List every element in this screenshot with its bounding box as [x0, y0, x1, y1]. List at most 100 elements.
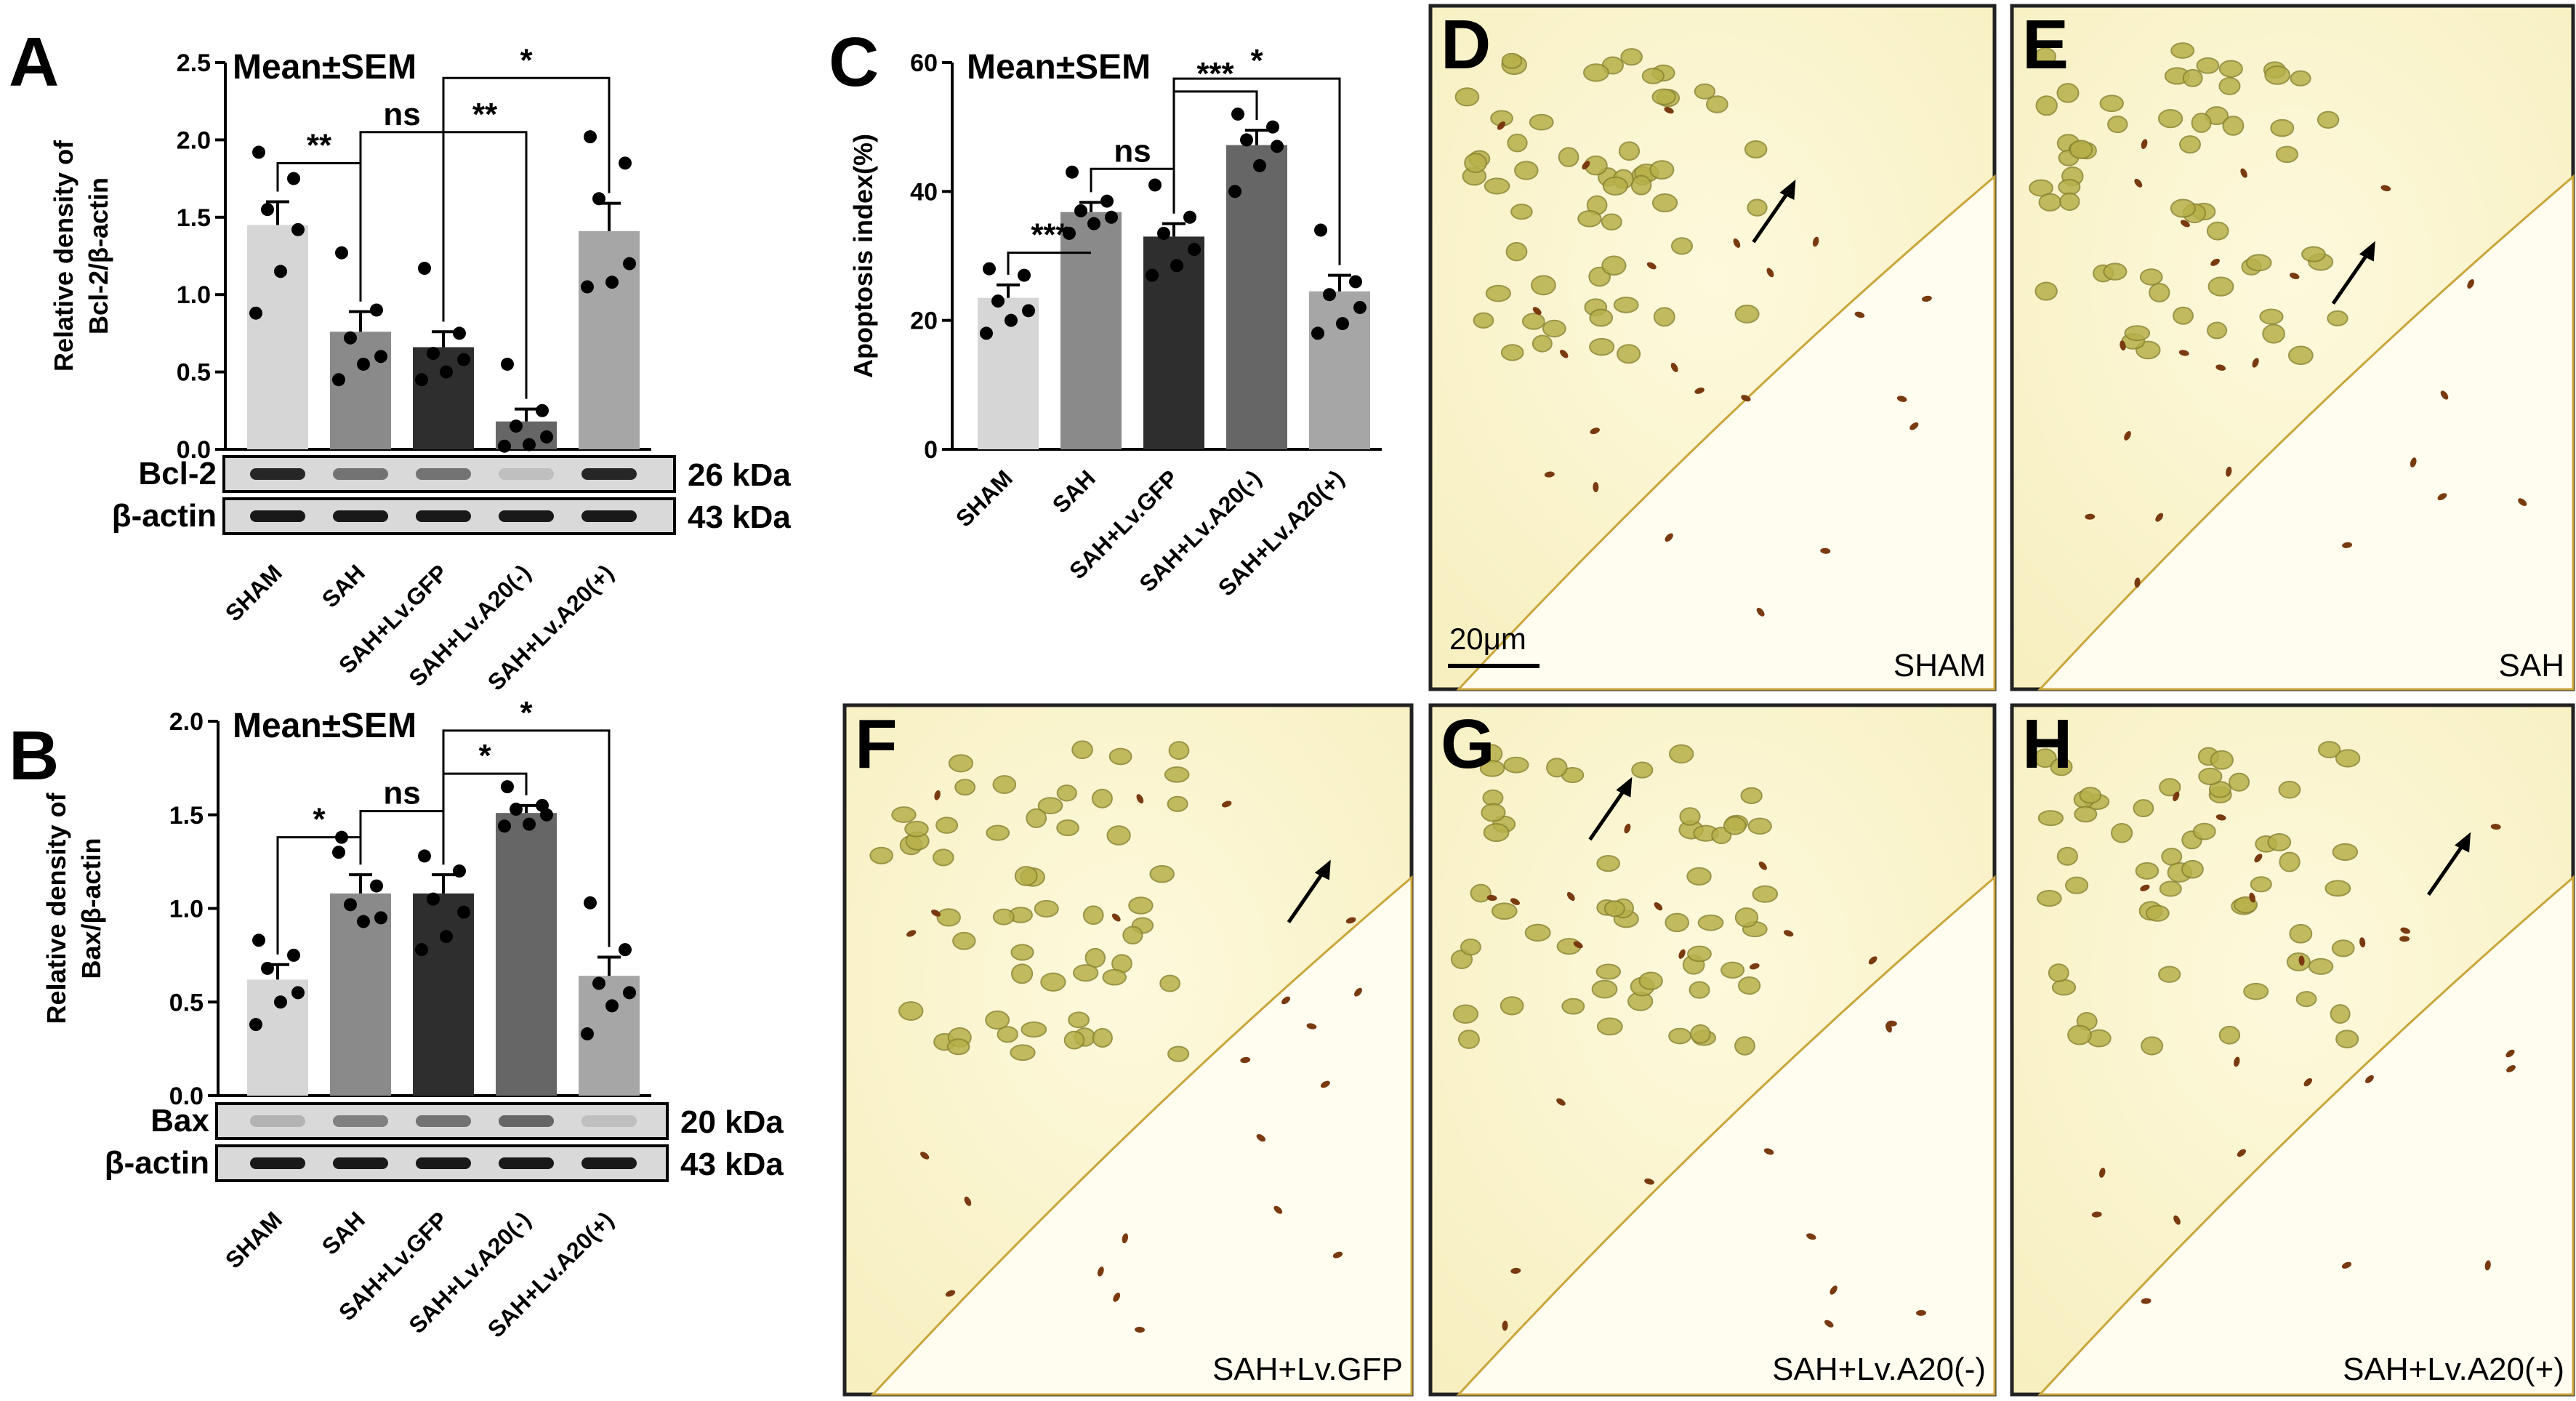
data-point	[1349, 275, 1362, 289]
apoptotic-cell	[1136, 794, 1144, 804]
data-point	[592, 976, 605, 990]
apoptotic-cell	[1532, 307, 1542, 316]
nucleus	[891, 806, 917, 823]
nucleus	[1026, 808, 1047, 828]
apoptotic-cell	[2505, 1049, 2515, 1058]
apoptotic-cell	[1824, 1320, 1834, 1328]
nucleus	[1167, 795, 1188, 812]
significance-label: *	[520, 42, 533, 78]
nucleus	[1010, 963, 1034, 984]
arrow-head	[1779, 180, 1796, 200]
data-point	[1157, 226, 1170, 240]
apoptotic-cell	[1654, 902, 1663, 911]
nucleus	[1491, 902, 1518, 920]
significance-label: ns	[383, 776, 420, 811]
nucleus	[2331, 939, 2355, 958]
scale-bar-label: 20μm	[1449, 622, 1526, 656]
data-point	[1183, 210, 1196, 224]
nucleus	[2327, 310, 2348, 326]
significance-label: *	[478, 738, 491, 774]
data-point	[291, 986, 305, 1000]
y-axis-label: Apoptosis index(%)	[848, 134, 878, 378]
nucleus	[904, 820, 929, 838]
scale-bar: 20μm	[1448, 622, 1539, 668]
significance-bracket	[1090, 167, 1175, 214]
data-point	[440, 930, 453, 944]
nucleus	[2308, 958, 2334, 975]
nucleus	[2124, 325, 2151, 342]
blot-band	[416, 510, 471, 522]
nucleus	[1577, 209, 1602, 228]
nucleus	[2289, 923, 2313, 944]
data-point	[581, 280, 594, 294]
y-tick-label: 2.5	[177, 49, 211, 77]
bar	[413, 893, 474, 1096]
nucleus	[1697, 914, 1724, 931]
nucleus	[1164, 766, 1190, 783]
apoptotic-cell	[2303, 1077, 2313, 1087]
apoptotic-cell	[1544, 471, 1555, 478]
nucleus	[2170, 42, 2195, 59]
apoptotic-cell	[1896, 396, 1907, 402]
apoptotic-cell	[2341, 1261, 2352, 1269]
nucleus	[2259, 308, 2284, 325]
nucleus	[2074, 806, 2098, 823]
panel-letter-h: H	[2022, 705, 2072, 783]
data-point	[274, 995, 287, 1009]
nucleus	[2207, 276, 2234, 297]
data-point	[581, 1027, 594, 1041]
nucleus	[985, 1010, 1010, 1030]
nucleus	[1084, 947, 1106, 968]
significance-label: *	[520, 695, 533, 731]
nucleus	[1651, 88, 1676, 105]
apoptotic-cell	[2240, 168, 2247, 178]
apoptotic-cell	[1097, 1266, 1104, 1277]
apoptotic-cell	[1135, 1326, 1145, 1333]
apoptotic-cell	[1281, 996, 1291, 1005]
apoptotic-cell	[2237, 1149, 2246, 1157]
significance-label: **	[472, 97, 498, 132]
arrow-head	[2359, 241, 2375, 262]
nucleus	[948, 754, 974, 773]
data-point	[1253, 158, 1266, 172]
blot-band	[250, 468, 305, 480]
y-axis-label: Relative density of	[49, 140, 79, 372]
nucleus	[1473, 312, 1494, 329]
nucleus	[2279, 851, 2301, 872]
panel-letter-b: B	[9, 717, 59, 795]
apoptotic-cell	[2518, 498, 2527, 506]
data-point	[983, 262, 996, 276]
apoptotic-cell	[1510, 898, 1520, 905]
nucleus	[1510, 204, 1533, 220]
nucleus	[2218, 76, 2241, 95]
nucleus	[1694, 83, 1716, 100]
data-point	[501, 780, 514, 794]
blot-band	[581, 510, 637, 522]
apoptotic-cell	[2141, 1298, 2152, 1304]
nucleus	[2218, 1025, 2241, 1045]
data-point	[540, 430, 553, 443]
blot-band	[416, 468, 471, 480]
nucleus	[1037, 797, 1063, 815]
significance-bracket	[442, 729, 611, 947]
blot-band	[416, 1115, 471, 1127]
data-point	[1323, 288, 1336, 302]
data-point	[374, 350, 387, 364]
nucleus	[2181, 859, 2204, 879]
nucleus	[2048, 963, 2069, 983]
nucleus	[2135, 862, 2160, 880]
nucleus	[2250, 876, 2272, 893]
blot-band	[581, 468, 637, 480]
data-point	[453, 864, 466, 878]
apoptotic-cell	[1510, 1267, 1521, 1274]
data-point	[1336, 317, 1349, 331]
nucleus	[2107, 116, 2128, 134]
nucleus	[1595, 963, 1621, 980]
data-point	[1005, 313, 1018, 327]
apoptotic-cell	[2249, 892, 2255, 903]
apoptotic-cell	[1806, 1233, 1816, 1240]
data-point	[623, 257, 636, 270]
apoptotic-cell	[906, 930, 917, 937]
apoptotic-cell	[1113, 1292, 1121, 1302]
data-point	[1271, 140, 1284, 153]
